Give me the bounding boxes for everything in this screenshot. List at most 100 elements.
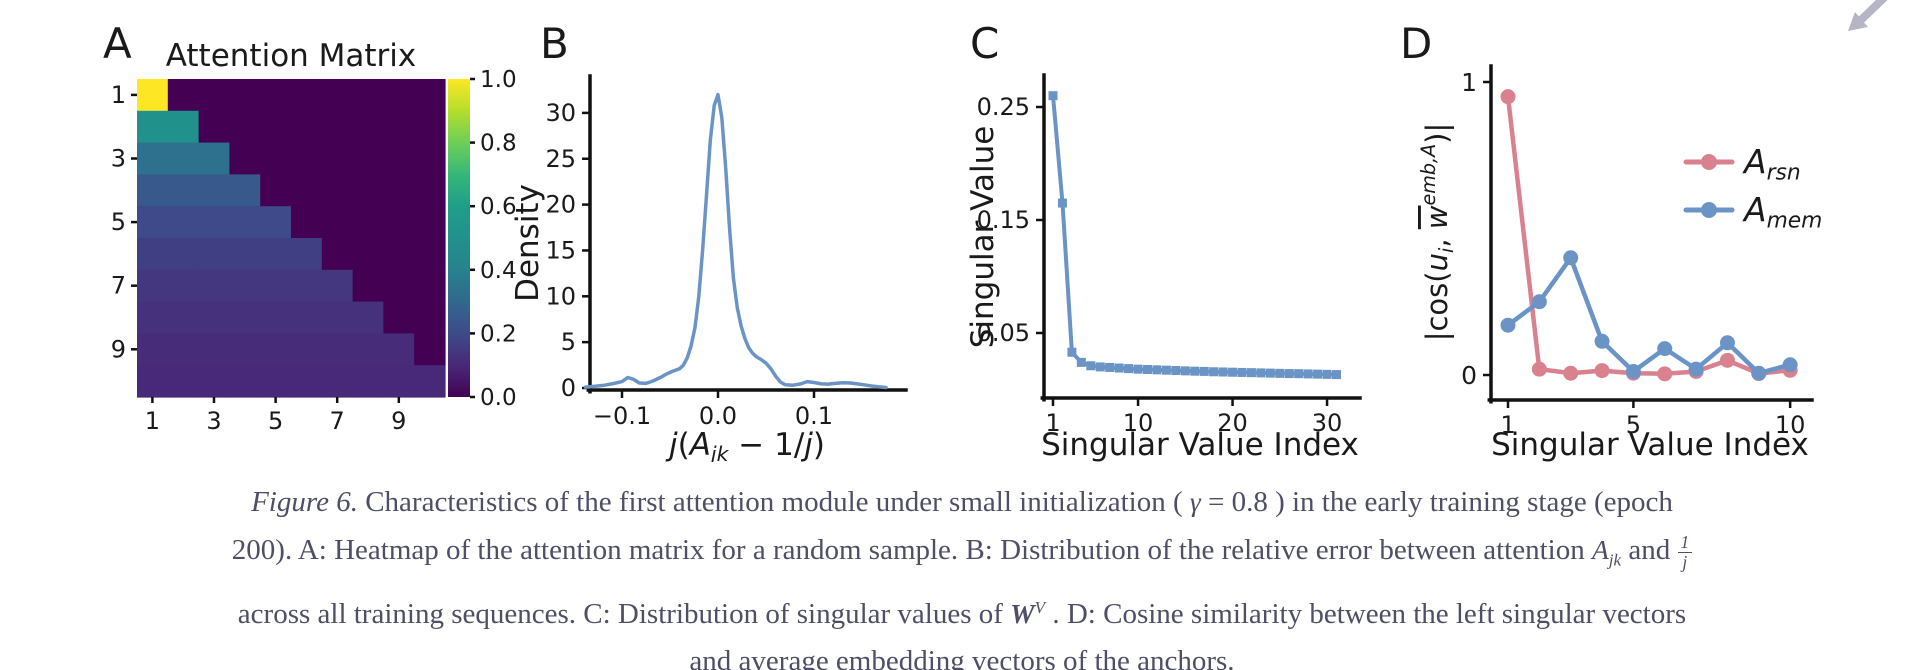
panel-d-xtick: 5 [1626,411,1641,439]
heatmap-cell [383,365,415,398]
data-marker-circle [1657,341,1673,357]
heatmap-cell [229,110,261,144]
caption-segment: 200). A: Heatmap of the attention matrix… [231,534,1592,566]
heatmap-cell [167,206,200,239]
caption-segment: Figure 6. [251,486,358,518]
data-marker-square [1095,362,1105,372]
panel-a-ytick: 1 [111,81,126,109]
panel-b-letter: B [540,19,569,68]
heatmap-cell [383,142,415,175]
panel-b-ytick: 15 [545,236,576,264]
heatmap-cell [352,238,384,271]
panel-a-ytick: 3 [111,145,126,173]
caption-line: and average embedding vectors of the anc… [0,638,1924,670]
heatmap-cell [321,301,354,334]
heatmap-cell [352,79,384,112]
panel-a-xtick: 1 [145,407,160,435]
heatmap-cell [229,206,261,239]
caption-segment: . D: Cosine similarity between the left … [1045,597,1687,630]
panel-c-letter: C [970,19,999,68]
heatmap-cell [167,238,200,271]
data-marker-square [1076,357,1086,367]
data-marker-square [1114,363,1124,373]
heatmap-cell [383,174,415,207]
heatmap-cell [260,206,292,239]
singular-value-line [1051,95,1337,377]
data-marker-square [1171,366,1181,376]
panel-a-xtick: 7 [330,407,345,435]
heatmap-cell [383,238,415,271]
data-marker-circle [1594,363,1610,379]
heatmap-cell [321,269,354,303]
data-marker-circle [1531,361,1547,377]
heatmap-cell [291,333,323,366]
heatmap-cell [352,142,384,175]
heatmap-cell [229,174,261,207]
data-marker-square [1284,369,1294,379]
caption-segment: WV [1010,597,1046,629]
data-marker-square [1133,364,1143,374]
panel-d-ylabel: |cos(ui, wemb,A)| [1417,123,1458,342]
data-marker-square [1209,367,1219,377]
heatmap-cell [414,142,446,175]
panel-a-xtick: 3 [206,407,221,435]
data-marker-square [1332,370,1341,380]
panel-a-ytick: 9 [111,335,126,363]
data-marker-square [1124,364,1134,374]
heatmap-cell [414,110,446,144]
heatmap-cell [198,333,230,366]
heatmap-cell [198,238,230,271]
heatmap-cell [352,365,384,398]
legend-item-rsn: Arsn [1683,142,1801,186]
heatmap-cell [260,142,292,175]
data-marker-square [1086,361,1096,371]
panel-d-letter: D [1400,19,1432,68]
panel-b-ylabel-group: Density [510,184,546,302]
colorbar-tick-label: 0.6 [480,194,517,220]
collapse-arrow-icon[interactable] [1840,0,1924,40]
legend-label-rsn: Arsn [1742,142,1801,186]
panel-b-ytick: 30 [545,99,576,127]
colorbar-tick-label: 0.4 [480,258,517,284]
heatmap-cell [414,206,446,239]
caption-segment: across all training sequences. C: Distri… [237,597,1011,630]
density-curve [583,92,888,390]
caption-segment: Characteristics of the first attention m… [357,486,1190,518]
legend-item-mem: Amem [1683,190,1822,234]
caption-line: 200). A: Heatmap of the attention matrix… [0,526,1924,584]
data-marker-circle [1719,335,1735,351]
panel-c-xtick: 20 [1217,409,1248,437]
data-marker-circle [1563,365,1579,381]
data-marker-square [1057,198,1067,208]
heatmap-cell [167,142,200,175]
heatmap-cell [137,333,169,366]
heatmap-cell [229,333,261,366]
heatmap-cell [229,238,261,271]
heatmap-cell [414,79,446,112]
heatmap-cell [167,110,200,144]
panel-a: A Attention Matrix 1 3 5 7 9 1 3 5 7 9 1.0 0.8 0.6 0.4 0… [103,19,517,435]
heatmap-cell [291,269,323,303]
panel-b-ytick: 20 [545,191,576,219]
panel-c-ylabel: Singular Value [965,126,1001,349]
panel-a-title: Attention Matrix [166,38,417,74]
panel-d-ytick: 1 [1461,68,1477,97]
panel-b-xtick: 0.0 [699,402,737,430]
data-marker-square [1218,367,1228,377]
panel-c-xlabel: Singular Value Index [1041,427,1359,462]
panel-b-xtick: −0.1 [593,402,651,430]
caption-segment: and [1621,534,1678,566]
heatmap-cell [352,333,384,366]
panel-a-xtick: 9 [391,407,406,435]
heatmap-cell [229,365,261,398]
heatmap-cell [291,174,323,207]
heatmap-cell [321,333,354,366]
panel-b-ytick: 5 [561,328,576,356]
data-marker-square [1294,369,1304,379]
heatmap-cell [229,301,261,334]
heatmap-cell [167,365,200,398]
heatmap-cell [291,79,323,112]
data-marker-square [1067,347,1077,357]
heatmap-cell [260,269,292,303]
series-rsn [1500,89,1798,382]
